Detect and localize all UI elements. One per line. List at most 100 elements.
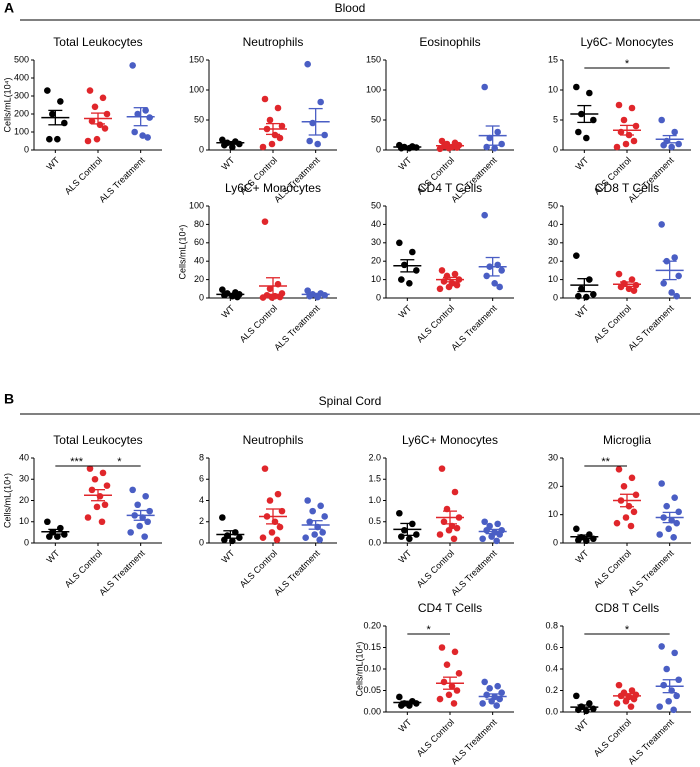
data-point [219,514,226,521]
data-point [440,678,448,686]
data-point [675,140,682,148]
data-point [91,103,99,111]
data-point [590,291,597,298]
data-point [483,526,490,534]
data-point [590,116,597,124]
data-point [236,534,243,541]
significance-label: * [625,624,630,636]
y-tick-label: 80 [194,219,204,229]
y-tick-label: 4 [199,495,204,505]
y-tick-label: 400 [14,72,29,82]
data-point [317,98,324,106]
data-point [628,276,636,283]
x-tick-label: ALS Treatment [272,548,322,598]
data-point [613,519,621,527]
y-tick-label: 20 [371,256,381,266]
x-tick-label: WT [396,155,413,172]
data-point [496,283,503,291]
data-point [613,700,621,707]
y-tick-label: 30 [371,237,381,247]
data-point [438,465,446,472]
data-point [445,526,453,534]
data-point [632,491,640,499]
data-point [221,536,228,544]
data-point [91,475,99,483]
data-point [317,502,324,510]
data-point [663,665,670,673]
data-point [413,700,420,707]
y-tick-label: 0.6 [545,642,558,652]
data-point [438,137,446,145]
data-point [127,529,134,536]
data-point [586,700,593,707]
data-point [401,526,408,534]
y-tick-label: 1.0 [368,495,381,505]
data-point [406,279,413,287]
data-point [575,128,582,136]
data-point [314,140,321,148]
y-tick-label: 20 [19,495,29,505]
data-point [660,681,667,689]
data-point [630,695,638,703]
significance-label: *** [70,456,84,468]
x-tick-label: ALS Treatment [449,155,499,205]
data-point [451,270,459,278]
y-tick-label: 40 [19,452,29,462]
data-point [622,514,630,521]
data-point [670,706,677,714]
data-point [481,211,488,219]
y-tick-label: 30 [548,237,558,247]
data-point [673,292,680,300]
data-point [615,466,623,473]
chart-title: CD4 T Cells [418,601,482,615]
data-point [302,534,309,541]
y-tick-label: 100 [189,200,204,210]
data-point [229,537,236,545]
y-tick-label: 300 [14,90,29,100]
data-point [319,529,326,536]
chart-title: CD8 T Cells [595,601,659,615]
panel-label: A [4,0,14,16]
data-point [620,483,628,490]
data-point [266,116,274,124]
y-tick-label: 0 [553,537,558,547]
data-point [481,518,488,526]
data-point [93,135,101,143]
chart-title: CD4 T Cells [418,181,482,195]
data-point [675,508,682,516]
y-tick-label: 20 [548,256,558,266]
section-title: Spinal Cord [319,394,382,408]
data-point [656,703,663,710]
data-point [413,267,420,274]
data-point [615,681,623,689]
data-point [436,531,444,538]
data-point [129,62,136,69]
data-point [273,536,281,544]
y-tick-label: 10 [548,274,558,284]
x-tick-label: ALS Control [238,548,279,589]
data-point [129,486,136,494]
data-point [658,221,665,228]
data-point [311,531,318,538]
data-point [665,697,672,705]
data-point [396,239,403,247]
data-point [583,293,590,301]
data-point [494,682,501,690]
y-tick-label: 50 [548,200,558,210]
x-tick-label: ALS Control [415,548,456,589]
data-point [93,503,101,511]
data-point [309,507,316,515]
chart-title: Total Leukocytes [53,433,142,447]
y-tick-label: 20 [194,274,204,284]
data-point [101,501,109,509]
significance-label: * [117,456,122,468]
data-point [573,83,580,91]
data-point [660,279,667,287]
data-point [54,533,61,540]
data-point [144,518,151,526]
data-point [99,94,107,102]
data-point [259,143,267,151]
y-tick-label: 40 [371,219,381,229]
x-tick-label: ALS Control [415,717,456,758]
data-point [144,134,151,141]
